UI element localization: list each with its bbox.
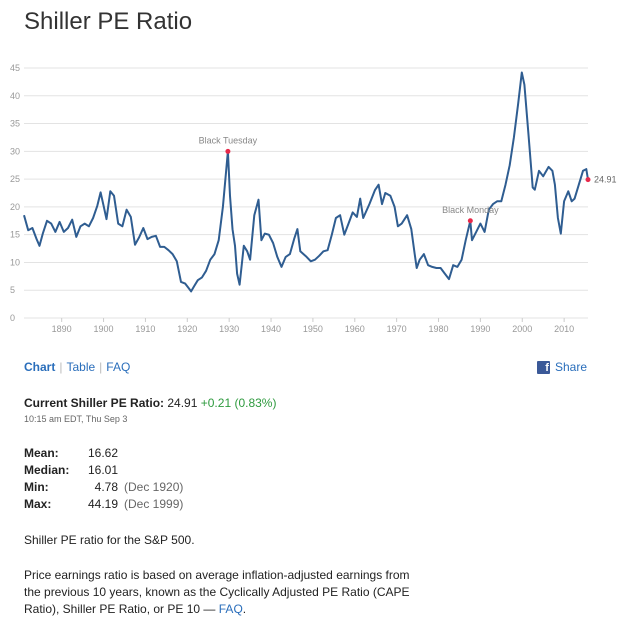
x-axis-ticks: 1890 1900 1910 1920 1930 1940 1950 1960 1970 1980… (52, 318, 574, 334)
x-tick-label-1950: 1950 (303, 324, 323, 334)
y-tick-label-40: 40 (10, 91, 20, 101)
stat-date: (Dec 1920) (124, 480, 184, 494)
tab-table[interactable]: Table (66, 360, 96, 374)
x-tick-label-1970: 1970 (387, 324, 407, 334)
y-tick-label-45: 45 (10, 63, 20, 73)
stat-row-max: Max: 44.19 (Dec 1999) (24, 497, 244, 514)
x-tick-label-2000: 2000 (512, 324, 532, 334)
tab-faq[interactable]: FAQ (106, 360, 131, 374)
stat-key: Max: (24, 497, 52, 511)
tab-separator: | (59, 360, 63, 374)
x-tick-label-1930: 1930 (219, 324, 239, 334)
current-pe-timestamp: 10:15 am EDT, Thu Sep 3 (24, 414, 128, 424)
annotation-label-0: Black Tuesday (199, 135, 258, 145)
x-tick-label-1900: 1900 (94, 324, 114, 334)
y-tick-label-15: 15 (10, 230, 20, 240)
annotation-marker-1 (467, 218, 473, 224)
stat-key: Median: (24, 463, 70, 477)
chart-annotations: Black Tuesday Black Monday 24.91 (199, 135, 617, 224)
stat-key: Mean: (24, 446, 59, 460)
current-pe-label: Current Shiller PE Ratio: (24, 396, 165, 410)
current-value-marker (585, 177, 591, 183)
chart-nav-tabs: Chart | Table | FAQ (24, 360, 130, 374)
y-tick-label-10: 10 (10, 257, 20, 267)
x-tick-label-1990: 1990 (470, 324, 490, 334)
current-pe-summary: Current Shiller PE Ratio: 24.91 +0.21 (0… (24, 396, 276, 410)
description-short: Shiller PE ratio for the S&P 500. (24, 533, 195, 547)
x-tick-label-1960: 1960 (345, 324, 365, 334)
x-tick-label-1920: 1920 (177, 324, 197, 334)
stat-row-mean: Mean: 16.62 (24, 446, 244, 463)
current-pe-value: 24.91 (167, 396, 198, 410)
description-text: Price earnings ratio is based on average… (24, 568, 410, 616)
x-tick-label-1910: 1910 (135, 324, 155, 334)
tab-chart[interactable]: Chart (24, 360, 56, 374)
chart-grid (24, 67, 588, 319)
share-label: Share (554, 360, 587, 374)
facebook-icon: f (536, 360, 550, 374)
annotation-marker-0 (225, 148, 231, 154)
stat-row-median: Median: 16.01 (24, 463, 244, 480)
current-pe-change: +0.21 (0.83%) (200, 396, 277, 410)
x-tick-label-1980: 1980 (429, 324, 449, 334)
description-long: Price earnings ratio is based on average… (24, 567, 414, 618)
stat-value: 16.01 (87, 463, 118, 477)
pe-ratio-series-line (23, 71, 589, 293)
y-axis-ticks: 0 5 10 15 20 25 30 35 40 45 (10, 63, 20, 323)
stat-value: 4.78 (94, 480, 118, 494)
y-tick-label-35: 35 (10, 119, 20, 129)
share-button[interactable]: f Share (536, 360, 587, 374)
y-tick-label-20: 20 (10, 202, 20, 212)
description-end: . (242, 602, 247, 616)
x-tick-label-1940: 1940 (261, 324, 281, 334)
stat-value: 16.62 (87, 446, 118, 460)
y-tick-label-0: 0 (10, 313, 15, 323)
stat-key: Min: (24, 480, 49, 494)
y-tick-label-30: 30 (10, 146, 20, 156)
tab-separator: | (99, 360, 103, 374)
faq-link[interactable]: FAQ (218, 602, 243, 616)
page-title: Shiller PE Ratio (24, 8, 193, 35)
y-tick-label-5: 5 (10, 285, 15, 295)
x-tick-label-1890: 1890 (52, 324, 72, 334)
stat-date: (Dec 1999) (124, 497, 184, 511)
stats-table: Mean: 16.62 Median: 16.01 Min: 4.78 (Dec… (24, 446, 244, 514)
annotation-label-1: Black Monday (442, 205, 499, 215)
stat-row-min: Min: 4.78 (Dec 1920) (24, 480, 244, 497)
current-value-label: 24.91 (594, 175, 617, 185)
stat-value: 44.19 (87, 497, 118, 511)
y-tick-label-25: 25 (10, 174, 20, 184)
x-tick-label-2010: 2010 (554, 324, 574, 334)
